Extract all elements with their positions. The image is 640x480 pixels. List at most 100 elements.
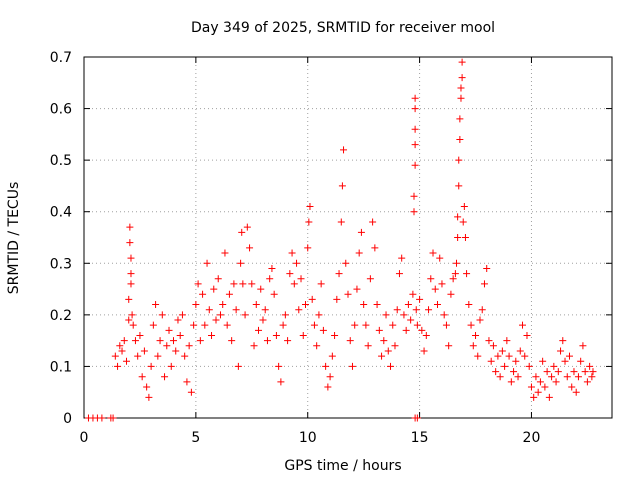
data-point xyxy=(494,352,502,360)
data-point xyxy=(210,285,218,293)
data-point xyxy=(519,321,527,329)
data-point xyxy=(192,301,200,309)
data-point xyxy=(366,275,374,283)
data-point xyxy=(453,259,461,267)
x-tick-label: 20 xyxy=(523,430,541,446)
data-point xyxy=(410,208,418,216)
data-point xyxy=(301,301,309,309)
data-point xyxy=(487,357,495,365)
data-point xyxy=(460,203,468,211)
data-point xyxy=(194,280,202,288)
x-tick-label: 0 xyxy=(80,430,89,446)
data-point xyxy=(440,311,448,319)
data-point xyxy=(335,270,343,278)
data-point xyxy=(521,352,529,360)
data-point xyxy=(496,373,504,381)
x-tick-label: 10 xyxy=(299,430,317,446)
data-point xyxy=(433,301,441,309)
data-point xyxy=(199,290,207,298)
data-point xyxy=(342,259,350,267)
data-point xyxy=(284,337,292,345)
y-tick-label: 0.5 xyxy=(50,153,72,169)
data-point xyxy=(402,326,410,334)
data-point xyxy=(338,182,346,190)
data-point xyxy=(344,290,352,298)
data-point xyxy=(185,342,193,350)
data-point xyxy=(293,259,301,267)
data-point xyxy=(474,352,482,360)
data-point xyxy=(568,383,576,391)
data-point xyxy=(328,352,336,360)
data-point xyxy=(458,58,466,66)
data-point xyxy=(548,373,556,381)
data-point xyxy=(369,218,377,226)
data-point xyxy=(190,321,198,329)
chart-title: Day 349 of 2025, SRMTID for receiver moo… xyxy=(191,20,495,36)
data-point xyxy=(445,342,453,350)
data-point xyxy=(288,249,296,257)
data-point xyxy=(257,285,265,293)
data-point xyxy=(140,347,148,355)
data-point xyxy=(118,347,126,355)
data-point xyxy=(427,275,435,283)
y-tick-label: 0.7 xyxy=(50,50,72,66)
data-point xyxy=(308,295,316,303)
data-point xyxy=(393,306,401,314)
data-point xyxy=(429,249,437,257)
data-point xyxy=(395,270,403,278)
data-point xyxy=(340,146,348,154)
data-point xyxy=(400,311,408,319)
data-point xyxy=(163,342,171,350)
y-tick-label: 0.3 xyxy=(50,256,72,272)
data-point xyxy=(583,378,591,386)
data-point xyxy=(272,331,280,339)
data-point xyxy=(492,368,500,376)
data-point xyxy=(109,414,117,422)
data-point xyxy=(565,352,573,360)
y-tick-label: 0 xyxy=(63,411,72,427)
data-point xyxy=(98,414,106,422)
data-point xyxy=(203,259,211,267)
data-point xyxy=(172,347,180,355)
data-point xyxy=(152,301,160,309)
data-point xyxy=(559,337,567,345)
data-point xyxy=(128,311,136,319)
data-point xyxy=(255,326,263,334)
data-point xyxy=(557,347,565,355)
data-point xyxy=(116,342,124,350)
data-point xyxy=(322,362,330,370)
data-point xyxy=(507,378,515,386)
data-point xyxy=(387,362,395,370)
data-point xyxy=(331,331,339,339)
data-point xyxy=(516,347,524,355)
data-point xyxy=(125,316,133,324)
y-axis-label: SRMTID / TECUs xyxy=(6,182,22,295)
data-point xyxy=(134,352,142,360)
data-point xyxy=(324,383,332,391)
data-point xyxy=(554,368,562,376)
data-point xyxy=(467,321,475,329)
data-point xyxy=(411,161,419,169)
x-tick-label: 15 xyxy=(411,430,429,446)
data-point xyxy=(463,270,471,278)
data-point xyxy=(230,280,238,288)
data-point xyxy=(425,306,433,314)
data-point xyxy=(581,368,589,376)
data-point xyxy=(357,228,365,236)
data-point xyxy=(243,223,251,231)
data-point xyxy=(127,254,135,262)
data-point xyxy=(250,342,258,350)
data-point xyxy=(259,316,267,324)
data-point xyxy=(174,316,182,324)
data-point xyxy=(512,357,520,365)
data-point xyxy=(351,321,359,329)
data-point xyxy=(411,94,419,102)
data-point xyxy=(525,362,533,370)
data-point xyxy=(455,182,463,190)
data-point xyxy=(223,321,231,329)
data-point xyxy=(270,290,278,298)
data-point xyxy=(380,337,388,345)
data-point xyxy=(337,218,345,226)
data-point xyxy=(261,306,269,314)
data-point xyxy=(348,362,356,370)
